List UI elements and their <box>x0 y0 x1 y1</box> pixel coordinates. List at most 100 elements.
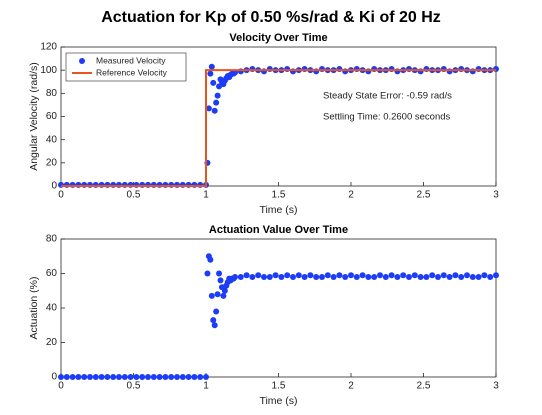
data-point <box>220 292 227 299</box>
data-point <box>336 272 343 279</box>
y-axis-label: Angular Velocity (rad/s) <box>28 62 40 171</box>
data-point <box>207 256 214 263</box>
data-point <box>319 273 325 280</box>
data-point <box>295 272 302 279</box>
data-point <box>110 374 117 380</box>
x-tick-label: 1 <box>203 190 209 201</box>
reference-line <box>61 69 496 187</box>
data-point <box>440 272 447 279</box>
data-point <box>81 374 88 380</box>
data-point <box>174 374 180 380</box>
x-tick-label: 1 <box>203 381 209 392</box>
y-tick-label: 0 <box>51 181 57 192</box>
data-point <box>133 374 140 380</box>
y-tick-label: 80 <box>46 234 58 245</box>
data-point <box>191 374 198 380</box>
data-point <box>330 273 337 280</box>
data-point <box>359 272 366 279</box>
data-point <box>210 317 217 324</box>
data-point <box>214 291 221 298</box>
x-tick-label: 2.5 <box>417 190 431 201</box>
y-tick-label: 0 <box>51 372 57 383</box>
data-point <box>221 287 228 294</box>
data-point <box>365 273 372 280</box>
x-tick-label: 0.5 <box>127 381 141 392</box>
data-point <box>377 272 383 279</box>
data-point <box>58 374 64 380</box>
data-point <box>278 273 285 280</box>
x-axis-label: Time (s) <box>259 204 297 216</box>
data-point <box>216 270 223 277</box>
y-tick-label: 60 <box>46 111 58 122</box>
data-point <box>493 272 499 279</box>
data-point <box>210 79 217 86</box>
y-axis-label: Actuation (%) <box>28 276 40 339</box>
data-point <box>464 272 470 279</box>
data-point <box>156 374 163 380</box>
data-point <box>145 374 151 380</box>
data-point <box>452 272 459 279</box>
x-tick-label: 1.5 <box>272 381 286 392</box>
data-point <box>211 322 218 329</box>
data-point <box>208 292 215 299</box>
data-point <box>342 273 349 280</box>
y-tick-label: 80 <box>46 88 58 99</box>
data-point <box>423 273 430 280</box>
y-tick-label: 100 <box>40 65 57 76</box>
data-point <box>75 374 82 380</box>
data-point <box>475 273 482 280</box>
data-point <box>116 374 122 380</box>
x-tick-label: 3 <box>493 381 499 392</box>
x-tick-label: 0 <box>58 190 64 201</box>
data-point <box>394 273 401 280</box>
data-point <box>487 273 494 280</box>
subplot-title: Velocity Over Time <box>229 32 327 44</box>
data-point <box>301 273 308 280</box>
data-point <box>307 272 314 279</box>
data-point <box>237 273 244 280</box>
data-point <box>266 273 273 280</box>
data-point <box>232 273 238 280</box>
data-point <box>69 374 76 380</box>
data-point <box>104 374 111 380</box>
annotation: Steady State Error: -0.59 rad/s <box>323 91 452 102</box>
data-point <box>214 92 221 99</box>
y-tick-label: 60 <box>46 268 58 279</box>
figure-title: Actuation for Kp of 0.50 %s/rad & Ki of … <box>101 9 441 26</box>
x-tick-label: 2.5 <box>417 381 431 392</box>
data-point <box>207 70 214 77</box>
data-point <box>92 374 99 380</box>
y-tick-label: 20 <box>46 157 58 168</box>
data-point <box>121 374 128 380</box>
x-tick-label: 0 <box>58 381 64 392</box>
data-point <box>400 272 407 279</box>
legend-box <box>65 52 187 82</box>
data-point <box>313 273 320 280</box>
data-point <box>324 272 331 279</box>
data-point <box>371 273 378 280</box>
data-point <box>417 273 424 280</box>
data-point <box>211 107 218 114</box>
data-point <box>411 272 418 279</box>
data-point <box>284 272 291 279</box>
data-point <box>150 374 157 380</box>
x-axis-label: Time (s) <box>259 395 297 407</box>
data-point <box>458 273 465 280</box>
data-point <box>139 374 146 380</box>
data-point <box>213 308 220 315</box>
y-tick-label: 40 <box>46 303 58 314</box>
data-point <box>388 272 395 279</box>
data-point <box>185 374 192 380</box>
data-point <box>272 272 279 279</box>
x-tick-label: 2 <box>348 190 354 201</box>
data-point <box>87 374 93 380</box>
data-point <box>255 272 262 279</box>
data-point <box>382 273 389 280</box>
data-point <box>127 374 134 380</box>
x-tick-label: 1.5 <box>272 190 286 201</box>
data-point <box>469 273 476 280</box>
data-point <box>353 273 360 280</box>
data-point <box>348 272 354 279</box>
data-point <box>435 273 441 280</box>
